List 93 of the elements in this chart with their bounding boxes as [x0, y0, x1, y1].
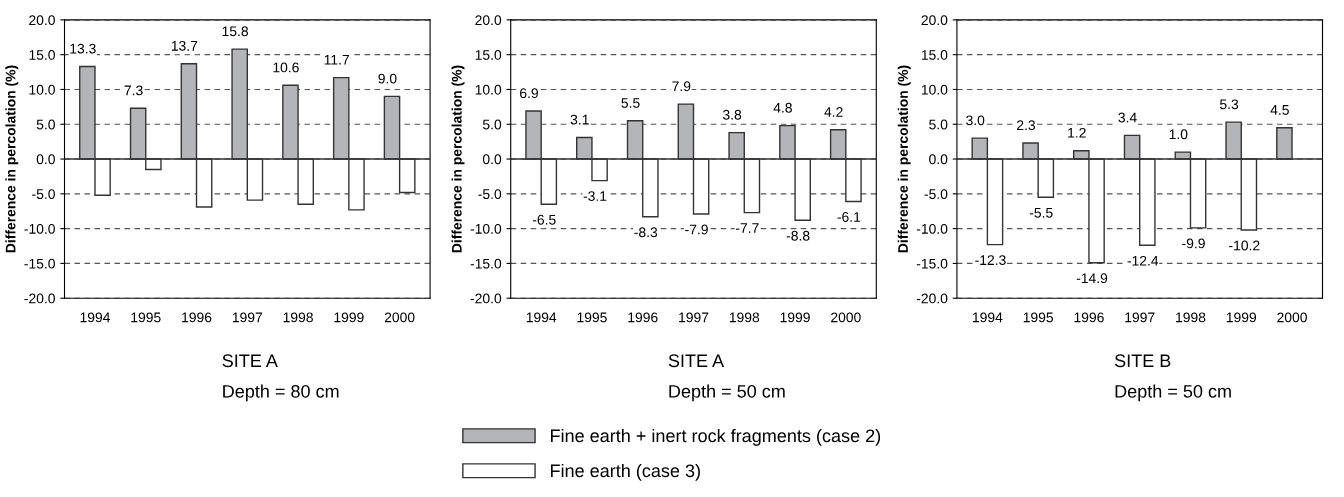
data-label: -8.3	[634, 227, 658, 238]
y-tick-label: -15.0	[916, 258, 948, 269]
y-tick-label: 0.0	[36, 154, 55, 165]
data-label: 7.3	[124, 85, 143, 96]
data-label: 9.0	[378, 73, 397, 84]
x-tick-label: 2000	[831, 312, 861, 323]
data-label: 7.9	[672, 81, 691, 92]
data-label: -6.1	[837, 212, 861, 222]
text: SITE A	[222, 354, 278, 368]
data-label: 3.0	[966, 115, 985, 126]
data-label: 13.7	[171, 40, 198, 51]
x-tick-label: 1995	[1023, 312, 1054, 323]
y-tick-label: 10.0	[475, 84, 502, 95]
y-tick-label: 10.0	[29, 84, 55, 95]
y-axis-title: Difference in percolation (%)	[451, 65, 465, 253]
data-label: 5.3	[1219, 99, 1239, 110]
x-tick-label: 1998	[729, 312, 760, 323]
data-label: -6.5	[532, 214, 556, 225]
x-tick-label: 1996	[182, 312, 212, 323]
y-tick-label: -15.0	[470, 258, 502, 269]
x-tick-label: 1995	[577, 312, 607, 323]
y-axis-title: Difference in percolation (%)	[897, 65, 911, 253]
x-tick-label: 1997	[679, 312, 709, 323]
y-tick-label: -10.0	[24, 223, 55, 234]
y-tick-label: 15.0	[921, 50, 948, 60]
data-label: 4.8	[773, 102, 792, 113]
data-label: 6.9	[520, 88, 538, 99]
x-tick-label: 1996	[628, 312, 658, 323]
x-tick-label: 1999	[1226, 312, 1257, 323]
legend-label: Fine earth (case 3)	[551, 463, 700, 481]
y-tick-label: -10.0	[916, 223, 948, 234]
y-tick-label: 5.0	[929, 119, 948, 130]
y-tick-label: -5.0	[924, 189, 948, 199]
x-tick-label: 1997	[1125, 312, 1155, 323]
x-tick-label: 1996	[1074, 312, 1104, 323]
x-tick-label: 1994	[973, 312, 1003, 323]
y-axis-title: Difference in percolation (%)	[5, 65, 19, 253]
y-tick-label: 5.0	[482, 119, 502, 130]
data-label: -7.7	[735, 223, 759, 233]
data-label: 4.2	[824, 107, 843, 117]
y-tick-label: 5.0	[36, 119, 55, 130]
data-label: -9.9	[1182, 238, 1205, 249]
y-tick-label: 15.0	[29, 50, 55, 60]
data-label: -14.9	[1076, 273, 1108, 284]
data-label: 4.5	[1270, 105, 1289, 115]
x-tick-label: 1999	[780, 312, 810, 323]
text: SITE B	[1114, 354, 1171, 368]
text: Depth = 50 cm	[669, 384, 785, 402]
data-label: -8.8	[786, 230, 810, 241]
text: Depth = 80 cm	[223, 384, 339, 402]
y-tick-label: 0.0	[929, 154, 948, 165]
y-tick-label: -15.0	[24, 258, 55, 269]
data-label: -7.9	[685, 224, 708, 235]
text: Depth = 50 cm	[1115, 384, 1231, 402]
data-label: 3.8	[722, 109, 742, 120]
data-label: 10.6	[273, 62, 299, 73]
data-label: 13.3	[70, 43, 96, 54]
y-tick-label: 20.0	[29, 15, 55, 26]
x-tick-label: 1994	[80, 312, 111, 323]
y-tick-label: 10.0	[921, 84, 948, 95]
y-tick-label: 0.0	[482, 154, 502, 165]
data-label: 3.1	[570, 114, 589, 125]
data-label: 3.4	[1118, 112, 1137, 123]
y-tick-label: 15.0	[475, 50, 502, 60]
y-tick-label: -20.0	[916, 293, 948, 304]
data-label: 2.3	[1017, 120, 1036, 131]
data-label: 11.7	[324, 55, 349, 65]
x-tick-label: 1994	[526, 312, 557, 323]
x-tick-label: 2000	[384, 312, 415, 323]
y-tick-label: -20.0	[24, 293, 55, 304]
data-label: 5.5	[621, 98, 640, 108]
x-tick-label: 1998	[1176, 312, 1206, 323]
data-label: -3.1	[583, 191, 607, 201]
text: SITE A	[668, 354, 725, 368]
y-tick-label: -20.0	[470, 293, 502, 304]
x-tick-label: 1995	[131, 312, 161, 323]
data-label: -12.4	[1127, 255, 1159, 266]
y-tick-label: 20.0	[921, 15, 948, 26]
data-label: 15.8	[222, 26, 249, 37]
x-tick-label: 1998	[283, 312, 313, 323]
y-tick-label: -10.0	[470, 223, 502, 234]
x-tick-label: 1999	[334, 312, 364, 323]
data-label: -12.3	[975, 255, 1006, 266]
data-label: 1.2	[1068, 127, 1086, 138]
data-label: -10.2	[1229, 240, 1260, 251]
x-tick-label: 2000	[1277, 312, 1307, 323]
data-label: -5.5	[1029, 208, 1053, 218]
x-tick-label: 1997	[232, 312, 263, 323]
y-tick-label: -5.0	[32, 189, 55, 199]
y-tick-label: -5.0	[478, 189, 502, 199]
data-label: 1.0	[1169, 129, 1188, 140]
legend-label: Fine earth + inert rock fragments (case 2)	[551, 428, 881, 446]
y-tick-label: 20.0	[475, 15, 502, 26]
